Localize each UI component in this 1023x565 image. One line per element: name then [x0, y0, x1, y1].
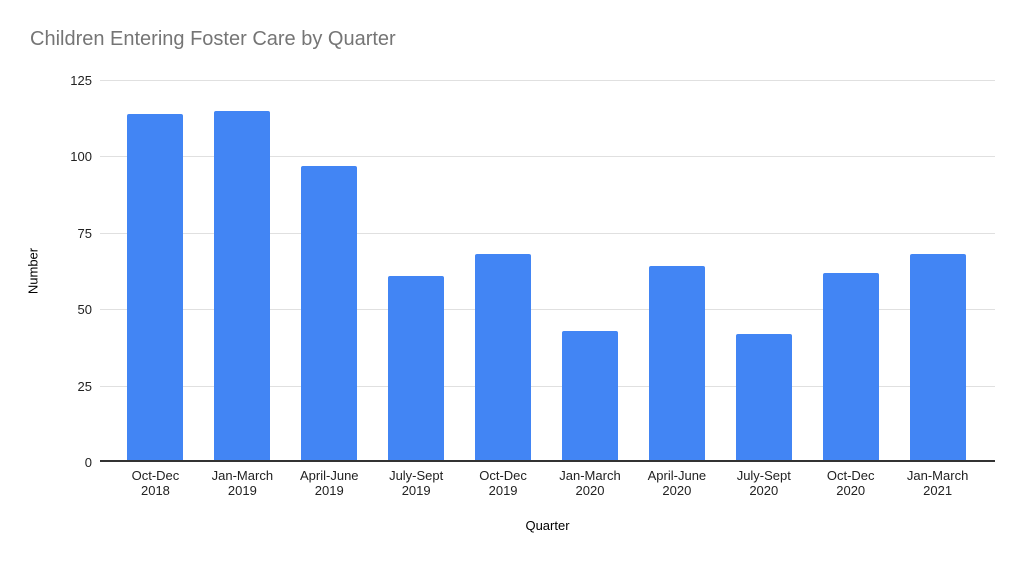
bar[interactable]	[475, 254, 532, 462]
gridline	[100, 232, 995, 234]
bar[interactable]	[214, 110, 271, 462]
x-tick-label: Jan-March 2020	[559, 468, 621, 498]
y-tick-label: 25	[77, 378, 92, 394]
x-tick-label: July-Sept 2020	[736, 468, 791, 498]
bar[interactable]	[822, 272, 879, 462]
chart-title: Children Entering Foster Care by Quarter	[30, 28, 396, 50]
x-tick-label: Oct-Dec 2019	[479, 468, 527, 498]
x-tick-label: July-Sept 2019	[389, 468, 444, 498]
bar[interactable]	[735, 333, 792, 462]
bar-slot	[199, 80, 286, 462]
bar[interactable]	[648, 266, 705, 462]
x-tick-label: Oct-Dec 2018	[131, 468, 180, 498]
y-tick-label: 50	[77, 302, 92, 318]
gridline	[100, 80, 995, 81]
gridline	[100, 156, 995, 158]
bar[interactable]	[301, 165, 358, 462]
x-tick-label: Oct-Dec 2020	[826, 468, 875, 498]
x-tick-label: Jan-March 2019	[211, 468, 274, 498]
plot-area	[100, 80, 995, 462]
bar-slot	[633, 80, 720, 462]
bar[interactable]	[388, 275, 445, 462]
y-tick-label: 125	[70, 73, 92, 88]
x-axis-tick-labels: Oct-Dec 2018 Jan-March 2019 April-June 2019 Ju…	[112, 468, 981, 498]
bar-series	[112, 80, 981, 462]
x-tick-label: April-June 2020	[647, 468, 707, 498]
bar-slot	[286, 80, 373, 462]
bar[interactable]	[127, 113, 184, 462]
bar-slot	[807, 80, 894, 462]
x-axis-line	[100, 460, 995, 462]
y-tick-label: 75	[77, 225, 92, 241]
bar-slot	[547, 80, 634, 462]
x-tick-label: April-June 2019	[300, 468, 359, 498]
gridline	[100, 385, 995, 387]
y-axis-title: Number	[25, 247, 41, 295]
bar[interactable]	[909, 254, 966, 462]
bar-slot	[112, 80, 199, 462]
y-tick-label: 100	[70, 149, 92, 165]
bar-slot	[460, 80, 547, 462]
bar-slot	[720, 80, 807, 462]
bar-slot	[373, 80, 460, 462]
x-tick-label: Jan-March 2021	[906, 468, 969, 498]
y-tick-label: 0	[84, 455, 92, 470]
bar[interactable]	[561, 330, 618, 462]
x-axis-title: Quarter	[525, 518, 570, 533]
gridline	[100, 309, 995, 311]
bar-slot	[894, 80, 981, 462]
